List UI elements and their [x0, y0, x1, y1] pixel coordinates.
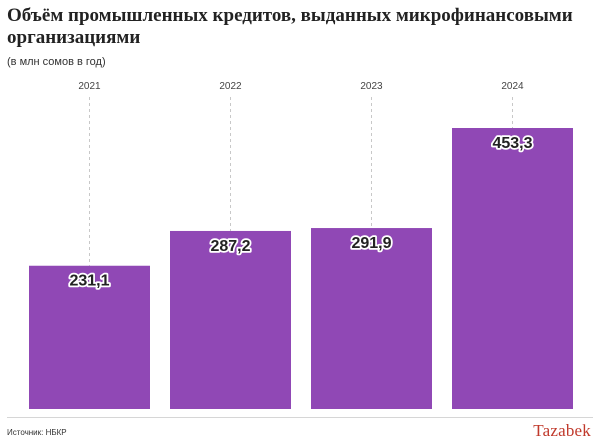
- source-note: Источник: НБКР: [7, 428, 67, 437]
- x-tick-label-2021: 2021: [78, 81, 101, 92]
- x-tick-label-2024: 2024: [501, 81, 524, 92]
- footer-divider: [7, 417, 593, 418]
- x-tick-label-2023: 2023: [360, 81, 383, 92]
- value-label-2024: 453,3: [492, 135, 532, 152]
- value-label-2021: 231,1: [69, 273, 109, 290]
- value-label-2023: 291,9: [351, 235, 391, 252]
- chart-title: Объём промышленных кредитов, выданных ми…: [7, 5, 573, 48]
- x-tick-label-2022: 2022: [219, 81, 242, 92]
- bar-2024: [452, 128, 573, 409]
- tazabek-logo: Tazabek: [533, 421, 591, 440]
- bar-2022: [170, 230, 291, 409]
- chart-subtitle: (в млн сомов в год): [7, 56, 106, 68]
- bar-2023: [311, 228, 432, 409]
- value-label-2022: 287,2: [210, 238, 250, 255]
- bar-2021: [29, 265, 150, 409]
